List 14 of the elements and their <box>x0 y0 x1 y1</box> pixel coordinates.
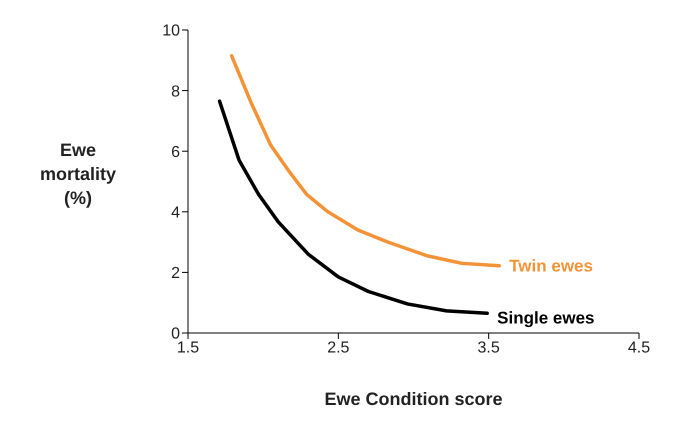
line-series <box>218 99 489 316</box>
y-tick-label: 6 <box>171 144 180 161</box>
x-tick-label: 2.5 <box>327 339 350 356</box>
y-axis-title: Ewe mortality (%) <box>38 139 118 210</box>
y-tick-label: 10 <box>162 22 180 40</box>
x-tick-label: 4.5 <box>628 339 650 356</box>
y-tick-label: 8 <box>171 83 180 100</box>
y-tick-label: 4 <box>171 204 180 222</box>
series-label: Twin ewes <box>509 256 593 276</box>
series-label: Single ewes <box>497 308 594 328</box>
line-series <box>230 54 501 268</box>
x-axis-title: Ewe Condition score <box>324 389 503 409</box>
x-tick-label: 3.5 <box>478 339 500 356</box>
y-tick-label: 2 <box>171 265 180 282</box>
